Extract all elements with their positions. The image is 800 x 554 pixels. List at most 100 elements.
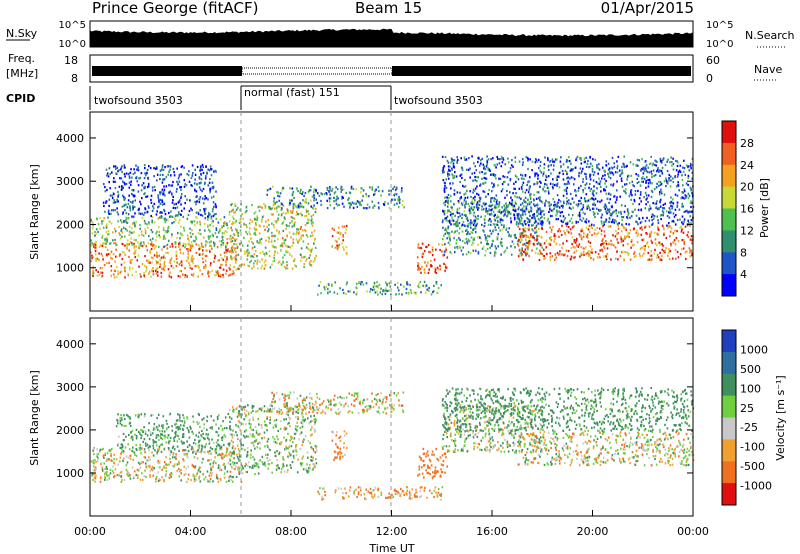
heatmap-cell <box>551 158 554 161</box>
heatmap-cell <box>584 187 586 190</box>
heatmap-cell <box>142 241 145 244</box>
heatmap-cell <box>497 203 500 206</box>
heatmap-cell <box>410 291 413 294</box>
heatmap-cell <box>185 449 187 452</box>
heatmap-cell <box>95 259 97 262</box>
heatmap-cell <box>170 451 173 454</box>
heatmap-cell <box>555 177 558 180</box>
heatmap-cell <box>356 205 359 208</box>
heatmap-cell <box>533 193 535 196</box>
heatmap-cell <box>331 189 333 192</box>
heatmap-cell <box>537 177 539 180</box>
heatmap-cell <box>345 293 347 296</box>
heatmap-cell <box>199 470 202 473</box>
heatmap-cell <box>201 447 203 450</box>
heatmap-cell <box>566 254 569 258</box>
heatmap-cell <box>282 211 285 215</box>
heatmap-cell <box>159 173 162 177</box>
heatmap-cell <box>216 417 219 421</box>
heatmap-cell <box>633 198 636 201</box>
heatmap-cell <box>444 217 446 220</box>
heatmap-cell <box>192 447 194 450</box>
heatmap-cell <box>233 452 235 456</box>
heatmap-cell <box>210 174 213 177</box>
heatmap-cell <box>623 226 625 229</box>
heatmap-cell <box>121 446 124 449</box>
heatmap-cell <box>118 185 121 188</box>
heatmap-cell <box>220 240 223 243</box>
heatmap-cell <box>515 192 517 195</box>
heatmap-cell <box>342 196 344 199</box>
heatmap-cell <box>218 240 221 243</box>
heatmap-cell <box>107 253 110 256</box>
heatmap-cell <box>164 265 167 268</box>
heatmap-cell <box>622 224 624 227</box>
heatmap-cell <box>336 204 339 207</box>
heatmap-cell <box>465 217 468 220</box>
heatmap-cell <box>108 167 111 170</box>
heatmap-cell <box>172 266 175 270</box>
heatmap-cell <box>104 477 107 480</box>
heatmap-cell <box>539 242 542 246</box>
heatmap-cell <box>101 234 104 237</box>
heatmap-cell <box>484 181 487 184</box>
heatmap-cell <box>504 249 507 252</box>
heatmap-cell <box>190 258 193 262</box>
freq-label-top: Freq. <box>8 52 35 65</box>
heatmap-cell <box>264 206 267 209</box>
heatmap-cell <box>164 230 167 233</box>
heatmap-cell <box>315 207 317 210</box>
heatmap-cell <box>520 236 522 239</box>
heatmap-cell <box>273 254 276 257</box>
heatmap-cell <box>654 163 656 166</box>
heatmap-cell <box>471 198 474 201</box>
heatmap-cell <box>514 202 517 205</box>
heatmap-cell <box>179 251 182 254</box>
heatmap-cell <box>216 477 219 480</box>
heatmap-cell <box>95 245 98 248</box>
heatmap-cell <box>567 176 569 179</box>
heatmap-cell <box>189 199 191 202</box>
heatmap-cell <box>521 217 523 220</box>
heatmap-cell <box>541 246 543 249</box>
heatmap-cell <box>93 452 95 456</box>
heatmap-cell <box>644 166 646 169</box>
heatmap-cell <box>188 430 190 434</box>
heatmap-cell <box>670 211 672 214</box>
heatmap-cell <box>121 235 123 238</box>
heatmap-cell <box>204 243 207 246</box>
heatmap-cell <box>169 461 172 464</box>
heatmap-cell <box>498 177 500 180</box>
heatmap-cell <box>163 254 165 257</box>
heatmap-cell <box>542 172 545 175</box>
heatmap-cell <box>229 268 231 271</box>
heatmap-cell <box>524 244 527 247</box>
heatmap-cell <box>238 471 240 474</box>
heatmap-cell <box>395 187 398 190</box>
heatmap-cell <box>95 467 97 471</box>
heatmap-cell <box>565 188 567 191</box>
heatmap-cell <box>472 208 474 211</box>
heatmap-cell <box>636 234 639 237</box>
heatmap-cell <box>518 220 521 223</box>
heatmap-cell <box>640 226 643 229</box>
heatmap-cell <box>486 247 489 250</box>
heatmap-cell <box>164 237 167 240</box>
heatmap-cell <box>138 234 140 237</box>
heatmap-cell <box>595 192 598 195</box>
heatmap-cell <box>549 237 551 240</box>
heatmap-cell <box>539 249 541 252</box>
heatmap-cell <box>657 219 659 222</box>
heatmap-cell <box>110 256 112 259</box>
heatmap-cell <box>193 480 196 483</box>
heatmap-cell <box>220 468 223 471</box>
heatmap-cell <box>120 168 122 171</box>
heatmap-cell <box>137 166 139 169</box>
heatmap-cell <box>182 414 184 417</box>
heatmap-cell <box>487 243 490 246</box>
heatmap-cell <box>543 217 546 220</box>
heatmap-cell <box>121 205 124 208</box>
heatmap-cell <box>666 160 668 163</box>
heatmap-cell <box>556 158 558 161</box>
heatmap-cell <box>672 202 675 205</box>
